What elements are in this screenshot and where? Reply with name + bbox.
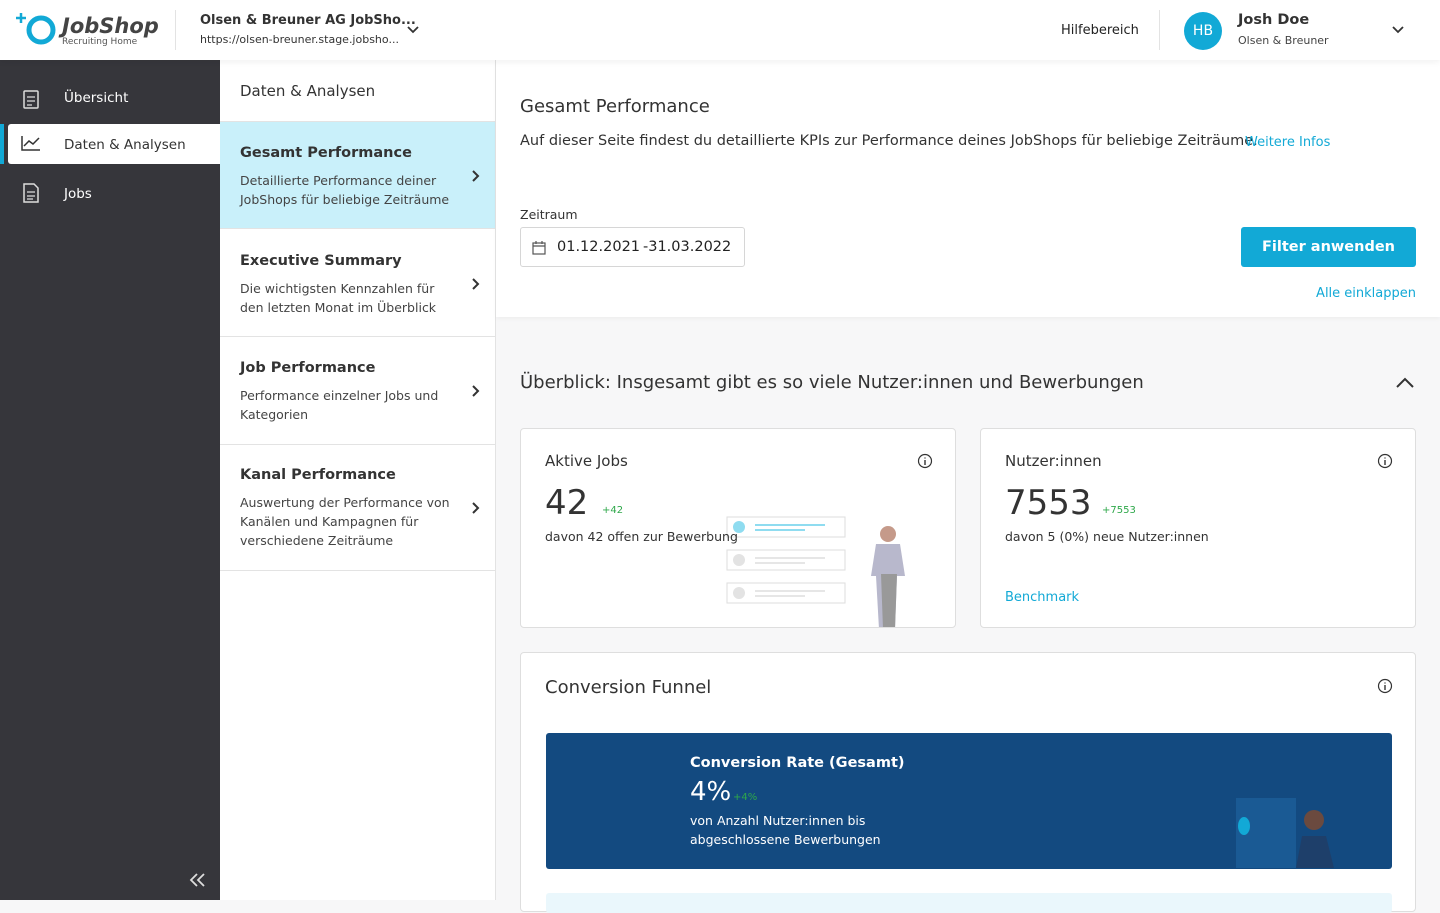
kpi-card: Aktive Jobs 42 +42 davon 42 offen zur Be… (520, 428, 956, 628)
nav-icon (21, 136, 40, 151)
rate-note: von Anzahl Nutzer:innen bis abgeschlosse… (690, 813, 881, 847)
active-indicator (0, 124, 4, 164)
company-url: https://olsen-breuner.stage.jobsho... (200, 33, 399, 46)
logo-name: JobShop (62, 14, 159, 38)
nav-icon (23, 90, 39, 109)
subnav-item-title: Kanal Performance (240, 467, 396, 483)
info-icon[interactable] (917, 453, 933, 469)
chevron (472, 277, 480, 290)
illustration (1236, 798, 1334, 868)
divider (220, 121, 495, 122)
subnav-item-description: Auswertung der Performance von Kanälen u… (240, 495, 450, 548)
subnav-item[interactable]: Executive Summary Die wichtigsten Kennza… (220, 230, 495, 337)
nav-item[interactable]: Übersicht (0, 88, 220, 112)
collapse-sidebar[interactable] (188, 872, 208, 888)
logo-icon (16, 13, 56, 45)
kpi-card: Nutzer:innen 7553 +7553 davon 5 (0%) neu… (980, 428, 1416, 628)
subnav-item-title: Job Performance (240, 360, 376, 376)
illustration (726, 516, 905, 627)
logo-sub: Recruiting Home (62, 37, 138, 47)
card-delta: +7553 (1102, 505, 1136, 516)
subnav-item-description: Detaillierte Performance deiner JobShops… (240, 173, 450, 207)
chevron (472, 169, 480, 182)
rate-title: Conversion Rate (Gesamt) (690, 755, 905, 771)
funnel-card: Conversion Funnel Conversion Rate (Gesam… (520, 652, 1416, 913)
collapse-all-link[interactable]: Alle einklappen (1316, 286, 1416, 301)
nav-label: Übersicht (64, 90, 129, 106)
subnav-item-title: Gesamt Performance (240, 145, 412, 161)
company-name[interactable]: Olsen & Breuner AG JobSho... (200, 13, 416, 28)
card-note: davon 5 (0%) neue Nutzer:innen (1005, 529, 1209, 544)
overview-title: Überblick: Insgesamt gibt es so viele Nu… (520, 372, 1144, 393)
subnav: Daten & Analysen Gesamt Performance Deta… (220, 60, 496, 900)
subnav-title: Daten & Analysen (240, 82, 376, 100)
nav-label: Daten & Analysen (64, 137, 186, 153)
user-dropdown[interactable] (1391, 25, 1405, 35)
subnav-item[interactable]: Kanal Performance Auswertung der Perform… (220, 445, 495, 571)
sidebar: Übersicht Daten & Analysen Jobs (0, 60, 220, 900)
header: JobShop Recruiting Home Olsen & Breuner … (0, 0, 1440, 60)
card-title: Aktive Jobs (545, 452, 628, 470)
page-title: Gesamt Performance (520, 96, 710, 117)
page-description: Auf dieser Seite findest du detaillierte… (520, 133, 1258, 149)
avatar[interactable]: HB (1184, 12, 1222, 50)
chevron (472, 502, 480, 514)
user-org: Olsen & Breuner (1238, 34, 1329, 47)
rate-delta: +4% (733, 792, 758, 803)
date-range-input[interactable]: 01.12.2021 -31.03.2022 (520, 227, 745, 267)
collapse-section[interactable] (1395, 376, 1415, 390)
subnav-item[interactable]: Gesamt Performance Detaillierte Performa… (220, 122, 495, 229)
nav-item-active[interactable]: Daten & Analysen (8, 124, 220, 164)
conversion-rate-box: Conversion Rate (Gesamt) 4% +4% von Anza… (546, 733, 1392, 869)
funnel-step (546, 893, 1392, 913)
nav-label: Jobs (64, 186, 92, 202)
filter-panel: Gesamt Performance Auf dieser Seite find… (496, 60, 1440, 317)
subnav-item-description: Performance einzelner Jobs und Kategorie… (240, 388, 439, 422)
card-value: 7553 (1005, 483, 1092, 523)
card-value: 42 (545, 483, 589, 523)
card-delta: +42 (602, 505, 624, 516)
company-dropdown[interactable] (406, 25, 420, 35)
benchmark-link[interactable]: Benchmark (1005, 590, 1080, 605)
card-note: davon 42 offen zur Bewerbung (545, 529, 738, 544)
apply-filter-button[interactable]: Filter anwenden (1241, 227, 1416, 267)
subnav-item-description: Die wichtigsten Kennzahlen für den letzt… (240, 281, 437, 315)
divider (175, 10, 176, 50)
card-title: Nutzer:innen (1005, 452, 1102, 470)
funnel-title: Conversion Funnel (545, 677, 712, 698)
help-link[interactable]: Hilfebereich (1061, 23, 1139, 38)
date-from: 01.12.2021 (557, 239, 641, 255)
info-icon[interactable] (1377, 678, 1393, 694)
divider (1159, 10, 1160, 50)
more-info-link[interactable]: Weitere Infos (1245, 135, 1331, 150)
chevron (472, 385, 480, 397)
subnav-item[interactable]: Job Performance Performance einzelner Jo… (220, 337, 495, 445)
user-name: Josh Doe (1238, 12, 1310, 28)
calendar-icon (532, 241, 546, 255)
rate-value: 4% (690, 777, 732, 807)
subnav-item-title: Executive Summary (240, 253, 402, 269)
date-to: -31.03.2022 (643, 239, 732, 255)
nav-icon (23, 183, 39, 203)
info-icon[interactable] (1377, 453, 1393, 469)
nav-item[interactable]: Jobs (0, 182, 220, 206)
period-label: Zeitraum (520, 207, 578, 222)
